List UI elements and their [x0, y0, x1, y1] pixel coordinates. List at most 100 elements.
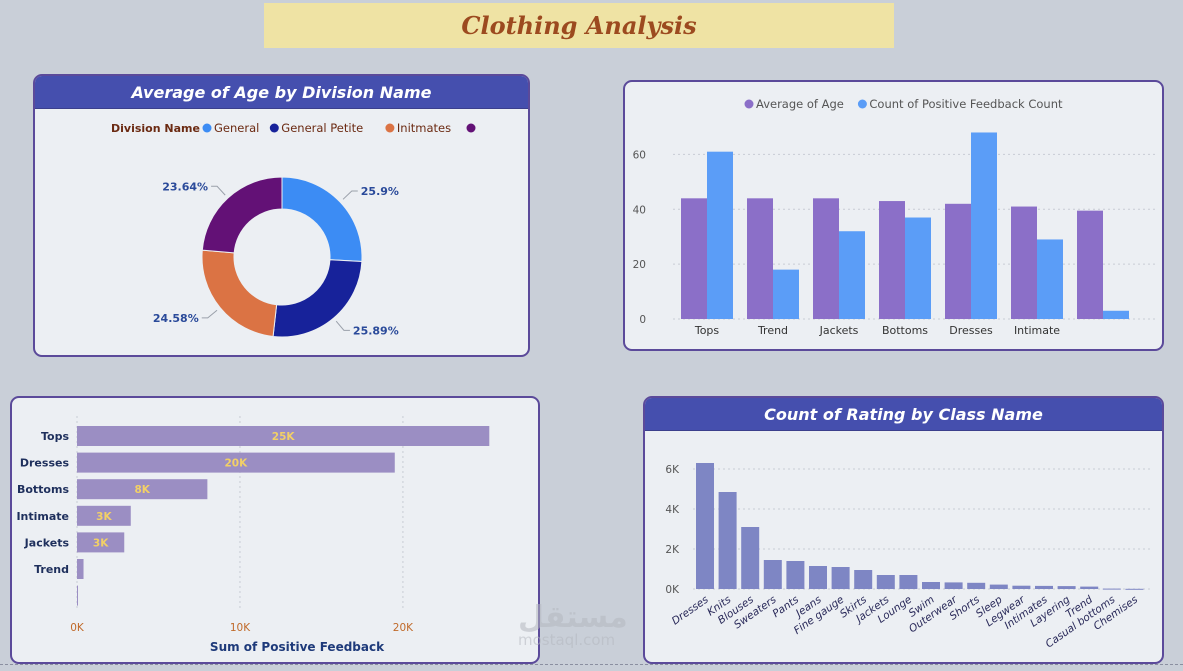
hbar-data-label: 8K: [134, 484, 150, 496]
grouped-bar-chart: Average of Age Count of Positive Feedback…: [633, 97, 1155, 337]
rating-bar: [1057, 586, 1076, 589]
rating-y-tick: 0K: [665, 584, 680, 596]
grouped-x-tick: Intimate: [1014, 324, 1060, 337]
grouped-x-tick: Dresses: [949, 324, 993, 337]
rating-bar: [741, 527, 760, 589]
watermark-arabic: مستقل: [518, 600, 628, 635]
grouped-bar: [681, 198, 707, 319]
rating-bar: [899, 575, 918, 589]
rating-bar: [922, 582, 940, 589]
hbar-data-label: 20K: [225, 458, 249, 470]
grouped-bar: [707, 151, 733, 319]
donut-legend-label: General: [214, 121, 259, 135]
grouped-y-tick: 60: [633, 149, 646, 161]
hbar-x-axis-title: Sum of Positive Feedback: [210, 640, 385, 654]
hbar-y-tick: Intimate: [16, 510, 69, 523]
rating-chart-title: Count of Rating by Class Name: [645, 398, 1162, 431]
grouped-bar: [945, 203, 971, 319]
hbar-y-tick: Tops: [41, 430, 69, 443]
donut-legend-title: Division Name: [111, 122, 200, 135]
rating-bar: [831, 567, 850, 589]
grouped-bar: [1037, 239, 1063, 319]
rating-x-tick: Dresses: [670, 593, 712, 627]
watermark-latin: mostaql.com: [518, 631, 616, 649]
grouped-x-tick: Bottoms: [882, 324, 928, 337]
bottom-divider: [0, 664, 1183, 671]
hbar-y-tick: Bottoms: [17, 483, 69, 496]
hbar-data-label: 3K: [96, 511, 112, 523]
rating-bar: [1012, 585, 1031, 589]
grouped-y-tick: 0: [639, 314, 646, 326]
hbar-y-tick: Dresses: [20, 457, 70, 470]
grouped-x-tick: Trend: [757, 324, 788, 337]
hbar-bar: [77, 426, 490, 446]
hbar-x-tick: 0K: [70, 622, 85, 634]
rating-bar: [786, 561, 805, 589]
rating-bar: [967, 582, 986, 589]
hbar-x-tick: 20K: [393, 622, 414, 634]
rating-y-tick: 4K: [665, 504, 680, 516]
rating-bar-chart: 0K2K4K6KDressesKnitsBlousesSweatersPants…: [665, 463, 1150, 651]
donut-chart-title: Average of Age by Division Name: [35, 76, 528, 109]
grouped-x-tick: Tops: [694, 324, 720, 337]
hbar-bar: [77, 505, 131, 526]
hbar-bar: [77, 479, 208, 500]
rating-bar: [989, 584, 1008, 589]
donut-legend-marker: [269, 123, 279, 133]
hbar-bar: [77, 559, 84, 579]
rating-bar: [1080, 586, 1099, 589]
donut-legend-marker: [202, 123, 212, 133]
watermark: مستقل mostaql.com: [518, 600, 628, 649]
donut-data-label: 24.58%: [153, 312, 199, 325]
donut-leader-line: [335, 320, 350, 331]
donut-leader-line: [342, 190, 358, 200]
grouped-bar: [747, 198, 773, 319]
donut-slice: [272, 259, 363, 338]
hbar-bar: [77, 452, 395, 473]
rating-bar: [718, 492, 737, 589]
hbar-card: 0K 10K 20K Tops 25K Dresses 20K Bottoms 8K Intima…: [10, 396, 540, 664]
donut-data-label: 23.64%: [162, 180, 208, 193]
donut-slice: [201, 176, 283, 254]
rating-chart-card: Count of Rating by Class Name 0K 2K 4K 6K Dr…: [643, 396, 1164, 664]
grouped-bar: [905, 217, 931, 319]
hbar-y-tick: Jackets: [24, 536, 70, 549]
dashboard-title: Clothing Analysis: [461, 11, 697, 40]
donut-chart-card: Average of Age by Division Name Division…: [33, 74, 530, 357]
hbar-bar: [77, 585, 78, 606]
rating-y-tick: 6K: [665, 464, 680, 476]
rating-bar: [876, 575, 895, 589]
rating-y-tick: 2K: [665, 544, 680, 556]
donut-leader-line: [211, 185, 226, 196]
rating-bar: [1035, 585, 1053, 589]
donut-leader-line: [201, 309, 218, 319]
grouped-bar: [971, 132, 997, 319]
donut-legend-marker: [466, 123, 476, 133]
donut-slice: [281, 176, 363, 263]
grouped-x-tick: Jackets: [819, 324, 859, 337]
donut-chart: Division Name General General Petite Initma…: [111, 121, 476, 338]
rating-bar: [696, 463, 714, 589]
donut-legend-label: Initmates: [397, 121, 451, 135]
rating-bar: [854, 570, 873, 589]
grouped-bar: [839, 231, 865, 319]
rating-bar: [944, 582, 963, 589]
dashboard-title-bar: Clothing Analysis: [264, 3, 894, 48]
grouped-bar: [773, 269, 799, 319]
hbar-data-label: 25K: [272, 431, 296, 443]
grouped-bar: [813, 198, 839, 319]
grouped-y-tick: 20: [633, 259, 646, 271]
rating-bar: [809, 566, 827, 589]
hbar-chart: 0K 10K 20K Tops 25K Dresses 20K Bottoms 8K Intima…: [16, 416, 490, 654]
grouped-legend-label: Count of Positive Feedback Count: [869, 97, 1063, 111]
grouped-bar: [1077, 210, 1103, 319]
hbar-data-label: 3K: [93, 537, 109, 549]
donut-data-label: 25.89%: [353, 324, 399, 337]
hbar-y-tick: Trend: [34, 563, 69, 576]
grouped-bar: [879, 201, 905, 319]
rating-bar: [763, 560, 782, 589]
grouped-bar: [1103, 310, 1129, 319]
donut-slice: [201, 249, 278, 338]
rating-bar: [1102, 588, 1121, 590]
grouped-legend-marker: [857, 99, 867, 109]
